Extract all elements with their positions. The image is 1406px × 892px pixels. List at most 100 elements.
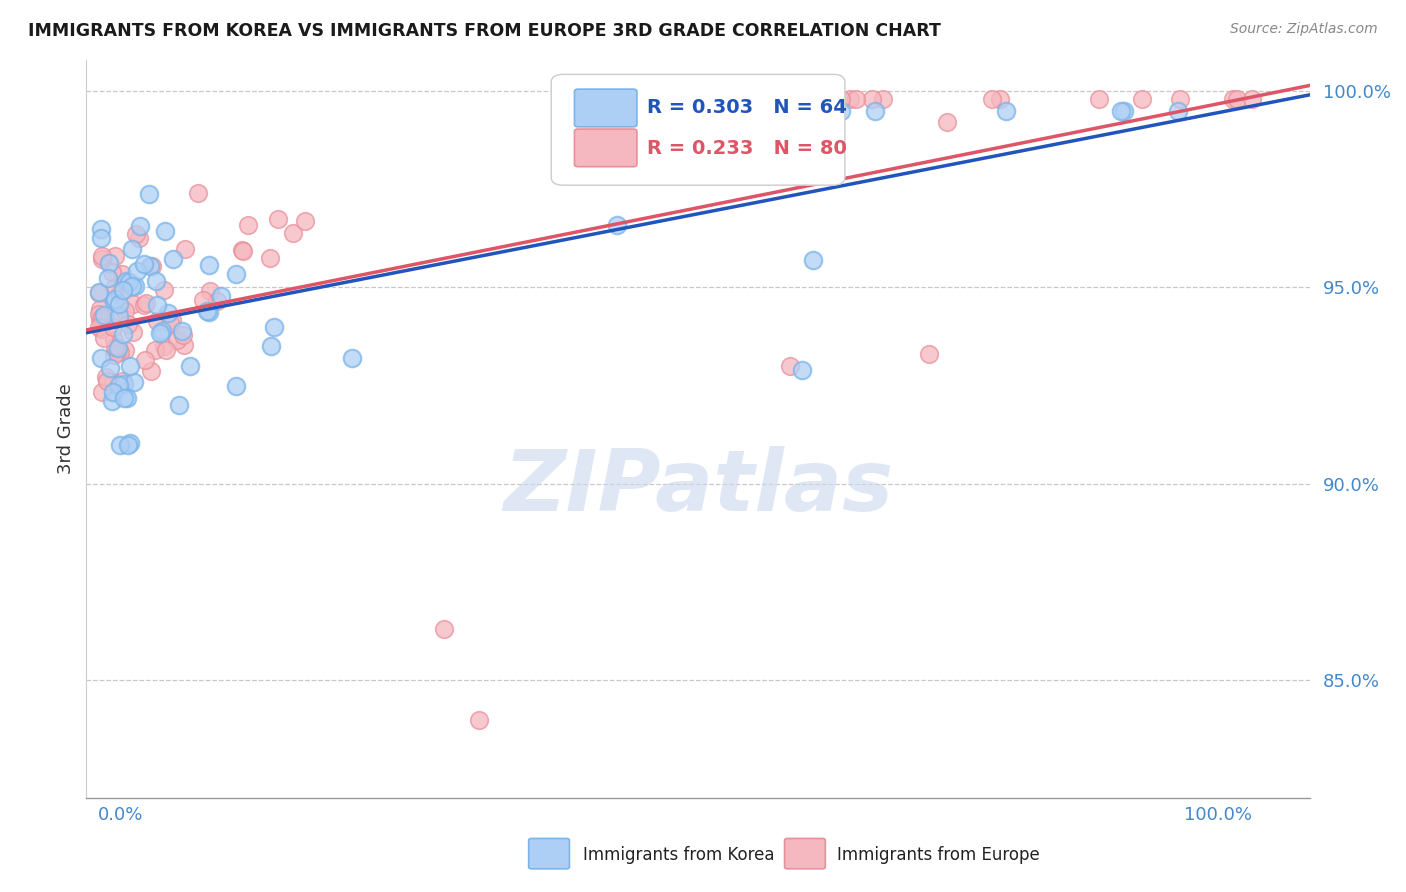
Point (143, 343, 166, 357)
Point (125, 264, 148, 278)
Point (830, 103, 852, 118)
Point (150, 324, 173, 338)
Point (135, 296, 157, 310)
Text: R = 0.303   N = 64: R = 0.303 N = 64 (647, 98, 846, 117)
Point (121, 242, 143, 256)
Point (860, 92, 883, 106)
Point (155, 224, 177, 238)
Point (108, 285, 131, 300)
Point (93, 308, 115, 322)
Point (820, 124, 842, 138)
Point (260, 339, 283, 353)
Point (87, 307, 110, 321)
Point (281, 226, 304, 240)
Point (134, 257, 156, 271)
Point (152, 283, 174, 297)
Point (995, 103, 1018, 118)
Point (207, 293, 229, 308)
Point (193, 293, 215, 308)
Text: IMMIGRANTS FROM KOREA VS IMMIGRANTS FROM EUROPE 3RD GRADE CORRELATION CHART: IMMIGRANTS FROM KOREA VS IMMIGRANTS FROM… (28, 22, 941, 40)
Point (122, 296, 145, 310)
Point (1226, 92, 1249, 106)
Point (108, 437, 131, 451)
Point (195, 304, 218, 318)
Point (433, 622, 456, 636)
Point (96, 370, 118, 384)
Point (146, 314, 169, 328)
Point (108, 310, 131, 324)
Point (89, 311, 111, 326)
Point (124, 279, 146, 293)
Point (225, 378, 247, 392)
Point (97, 256, 120, 270)
Point (93, 331, 115, 345)
Point (90, 385, 112, 400)
Point (146, 298, 169, 312)
Point (87, 285, 110, 299)
Point (134, 353, 156, 368)
FancyBboxPatch shape (551, 74, 845, 186)
Point (863, 103, 886, 118)
Point (606, 218, 628, 232)
Point (179, 359, 201, 373)
Point (101, 385, 124, 400)
Point (145, 274, 167, 288)
Point (114, 303, 136, 318)
Y-axis label: 3rd Grade: 3rd Grade (58, 384, 75, 475)
Point (259, 252, 281, 266)
Point (104, 293, 127, 307)
Point (803, 252, 825, 267)
Point (166, 334, 188, 348)
Point (121, 326, 143, 340)
Point (981, 92, 1004, 106)
Point (90, 322, 112, 336)
Point (89, 301, 111, 316)
Point (104, 340, 127, 354)
Text: 100.0%: 100.0% (1184, 806, 1253, 824)
Point (107, 341, 129, 355)
Point (90, 351, 112, 365)
Point (1168, 92, 1191, 106)
Point (231, 243, 253, 257)
Point (96, 374, 118, 388)
Point (117, 437, 139, 451)
Point (155, 343, 177, 358)
Point (1114, 103, 1136, 118)
Point (115, 391, 138, 405)
Point (236, 218, 259, 232)
Point (111, 283, 134, 297)
Point (103, 319, 125, 334)
Point (340, 351, 363, 366)
Point (110, 345, 132, 359)
Point (103, 294, 125, 309)
Point (1130, 92, 1153, 106)
FancyBboxPatch shape (575, 129, 637, 167)
Point (779, 359, 801, 373)
Point (107, 310, 129, 325)
Point (118, 436, 141, 450)
Point (121, 278, 143, 293)
Point (122, 375, 145, 389)
Point (467, 713, 489, 727)
Point (101, 393, 124, 408)
Point (197, 305, 219, 319)
Point (103, 348, 125, 362)
Point (167, 398, 190, 412)
Point (187, 186, 209, 200)
Point (172, 328, 194, 343)
Point (162, 252, 184, 266)
Point (141, 364, 163, 378)
Point (198, 284, 221, 298)
Point (1167, 103, 1189, 118)
Point (112, 374, 135, 388)
Point (108, 296, 131, 310)
Point (1088, 92, 1111, 106)
Point (1222, 92, 1244, 106)
Point (173, 242, 195, 256)
Point (294, 214, 316, 228)
Point (90, 252, 112, 266)
Point (112, 326, 135, 341)
Point (918, 347, 941, 361)
Point (101, 265, 124, 279)
Point (98, 360, 121, 375)
